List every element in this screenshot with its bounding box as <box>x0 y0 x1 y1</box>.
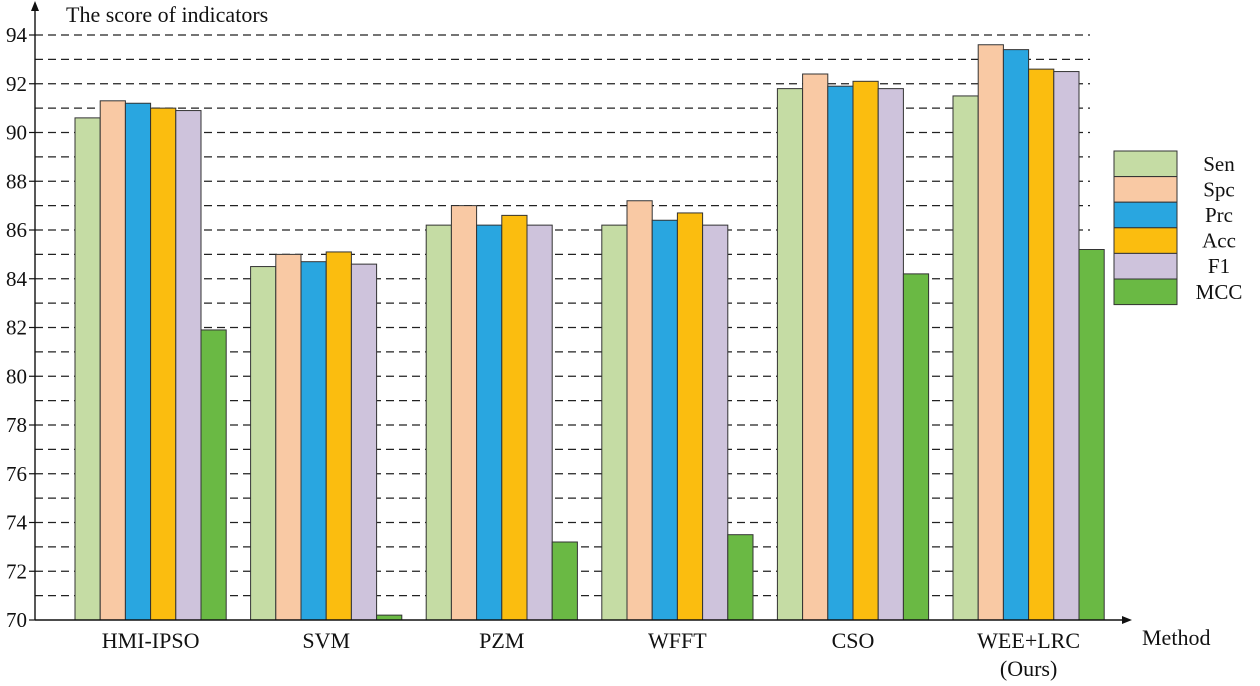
bar-spc <box>99 100 126 621</box>
x-category-label: PZM <box>479 628 524 653</box>
legend-label-prc: Prc <box>1205 203 1233 227</box>
bar-sen <box>952 95 979 621</box>
y-tick-label: 92 <box>6 72 27 96</box>
legend-swatch-sen <box>1113 150 1178 178</box>
legend-swatch-mcc <box>1113 278 1178 306</box>
bar-f1 <box>877 88 904 621</box>
legend-label-spc: Spc <box>1203 177 1235 201</box>
y-tick-label: 94 <box>6 23 28 47</box>
y-tick-label: 84 <box>6 267 28 291</box>
x-category-labels: HMI-IPSO SVM PZM WFFT CSO WEE+LRC (Ours) <box>102 628 1080 681</box>
bar-prc <box>124 102 152 621</box>
bar-mcc <box>200 329 227 621</box>
y-axis-arrow <box>31 1 39 11</box>
y-axis-label: The score of indicators <box>66 2 268 27</box>
y-tick-label: 90 <box>6 121 27 145</box>
bar-prc <box>300 261 327 621</box>
bars <box>74 44 1105 621</box>
bar-acc <box>1028 68 1055 621</box>
bar-prc <box>651 219 678 621</box>
bar-f1 <box>175 110 202 621</box>
bar-sen <box>601 224 628 621</box>
y-tick-label: 86 <box>6 218 27 242</box>
legend-label-f1: F1 <box>1208 254 1230 278</box>
x-category-label: HMI-IPSO <box>102 628 200 653</box>
bar-spc <box>977 44 1004 621</box>
bar-group <box>425 205 578 621</box>
bar-acc <box>501 214 528 621</box>
bar-prc <box>476 224 503 621</box>
x-category-label: CSO <box>832 628 875 653</box>
bar-f1 <box>526 224 553 621</box>
y-tick-labels: 70 72 74 76 78 80 82 84 86 88 90 92 94 <box>6 23 35 632</box>
y-tick-label: 74 <box>6 511 28 535</box>
bar-prc <box>1002 49 1030 621</box>
x-category-label: WEE+LRC <box>977 628 1080 653</box>
legend-swatch-acc <box>1113 227 1178 254</box>
legend-label-sen: Sen <box>1203 152 1235 176</box>
bar-group <box>776 73 930 621</box>
bar-spc <box>802 73 829 621</box>
y-tick-label: 88 <box>6 169 27 193</box>
bar-acc <box>325 251 352 621</box>
bar-f1 <box>1053 71 1080 621</box>
bar-mcc <box>1078 249 1105 621</box>
bar-sen <box>776 88 804 621</box>
bar-f1 <box>350 263 378 621</box>
legend-swatch-f1 <box>1113 252 1178 280</box>
legend-swatch-spc <box>1113 176 1178 203</box>
bar-group <box>74 100 227 621</box>
y-tick-label: 76 <box>6 462 27 486</box>
x-axis-label: Method <box>1142 625 1210 650</box>
x-axis-arrow <box>1122 616 1132 624</box>
bar-sen <box>250 266 277 621</box>
x-category-label: SVM <box>302 628 350 653</box>
bar-f1 <box>702 224 729 621</box>
bar-mcc <box>551 541 578 621</box>
bar-acc <box>676 212 704 621</box>
bar-mcc <box>902 273 930 621</box>
y-tick-label: 70 <box>6 608 27 632</box>
y-tick-label: 82 <box>6 316 27 340</box>
bar-prc <box>827 85 854 621</box>
y-tick-label: 80 <box>6 364 27 388</box>
axes <box>31 1 1132 624</box>
bar-mcc <box>376 614 403 621</box>
y-tick-label: 72 <box>6 559 27 583</box>
legend-label-mcc: MCC <box>1196 280 1243 304</box>
bar-spc <box>450 205 478 621</box>
bar-group <box>250 251 403 621</box>
bar-group <box>952 44 1105 621</box>
x-category-label: WFFT <box>648 628 707 653</box>
x-category-label: (Ours) <box>1000 656 1057 681</box>
bar-group <box>601 200 754 621</box>
bar-spc <box>626 200 653 621</box>
bar-acc <box>852 80 879 621</box>
bar-spc <box>275 253 302 621</box>
legend-label-acc: Acc <box>1202 229 1236 253</box>
bar-acc <box>150 107 177 621</box>
legend-swatch-prc <box>1113 201 1178 229</box>
bar-sen <box>74 117 101 621</box>
bar-mcc <box>727 534 754 621</box>
bar-sen <box>425 224 452 621</box>
y-tick-label: 78 <box>6 413 27 437</box>
